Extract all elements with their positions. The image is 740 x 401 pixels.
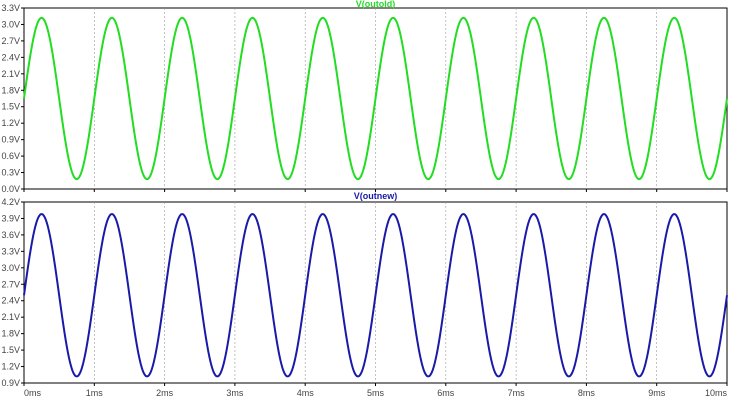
x-tick-label: 5ms bbox=[367, 388, 385, 398]
y-tick-label: 1.5V bbox=[1, 345, 20, 355]
y-tick-label: 1.8V bbox=[1, 329, 20, 339]
x-tick-label: 6ms bbox=[437, 388, 455, 398]
y-tick-label: 3.0V bbox=[1, 19, 20, 29]
y-tick-label: 0.6V bbox=[1, 151, 20, 161]
y-tick-label: 4.2V bbox=[1, 197, 20, 207]
series-line-V(outold) bbox=[23, 16, 728, 181]
x-tick-label: 4ms bbox=[297, 388, 315, 398]
plot-pane-2: 0.9V 1.2V 1.5V 1.8V 2.1V 2.4V 2.7V 3.0V 3.3V 3.6V… bbox=[1, 191, 728, 398]
y-tick-label: 3.9V bbox=[1, 213, 20, 223]
x-tick-label: 8ms bbox=[578, 388, 596, 398]
y-tick-label: 3.3V bbox=[1, 246, 20, 256]
y-tick-label: 1.5V bbox=[1, 102, 20, 112]
x-tick-label: 2ms bbox=[156, 388, 174, 398]
y-tick-label: 2.7V bbox=[1, 279, 20, 289]
y-tick-label: 3.3V bbox=[1, 3, 20, 13]
x-tick-label: 7ms bbox=[508, 388, 526, 398]
y-tick-label: 2.1V bbox=[1, 69, 20, 79]
y-tick-label: 0.3V bbox=[1, 168, 20, 178]
series-line-V(outnew) bbox=[23, 213, 728, 378]
y-tick-label: 0.9V bbox=[1, 135, 20, 145]
x-tick-label: 10ms bbox=[705, 388, 728, 398]
y-tick-label: 2.1V bbox=[1, 312, 20, 322]
x-tick-label: 3ms bbox=[226, 388, 244, 398]
y-tick-label: 2.4V bbox=[1, 296, 20, 306]
y-tick-label: 3.0V bbox=[1, 263, 20, 273]
y-tick-label: 1.8V bbox=[1, 85, 20, 95]
chart-title: V(outnew) bbox=[354, 191, 398, 201]
plot-pane-1: 0.0V 0.3V 0.6V 0.9V 1.2V 1.5V 1.8V 2.1V 2.4V 2.7V… bbox=[1, 0, 728, 194]
y-tick-label: 2.4V bbox=[1, 52, 20, 62]
y-tick-label: 2.7V bbox=[1, 36, 20, 46]
y-tick-label: 0.9V bbox=[1, 378, 20, 388]
y-tick-label: 1.2V bbox=[1, 118, 20, 128]
x-tick-label: 1ms bbox=[86, 388, 104, 398]
x-tick-label: 0ms bbox=[24, 388, 42, 398]
y-tick-label: 0.0V bbox=[1, 184, 20, 194]
y-tick-label: 3.6V bbox=[1, 230, 20, 240]
x-tick-label: 9ms bbox=[648, 388, 666, 398]
y-tick-label: 1.2V bbox=[1, 362, 20, 372]
chart-title: V(outold) bbox=[356, 0, 396, 9]
